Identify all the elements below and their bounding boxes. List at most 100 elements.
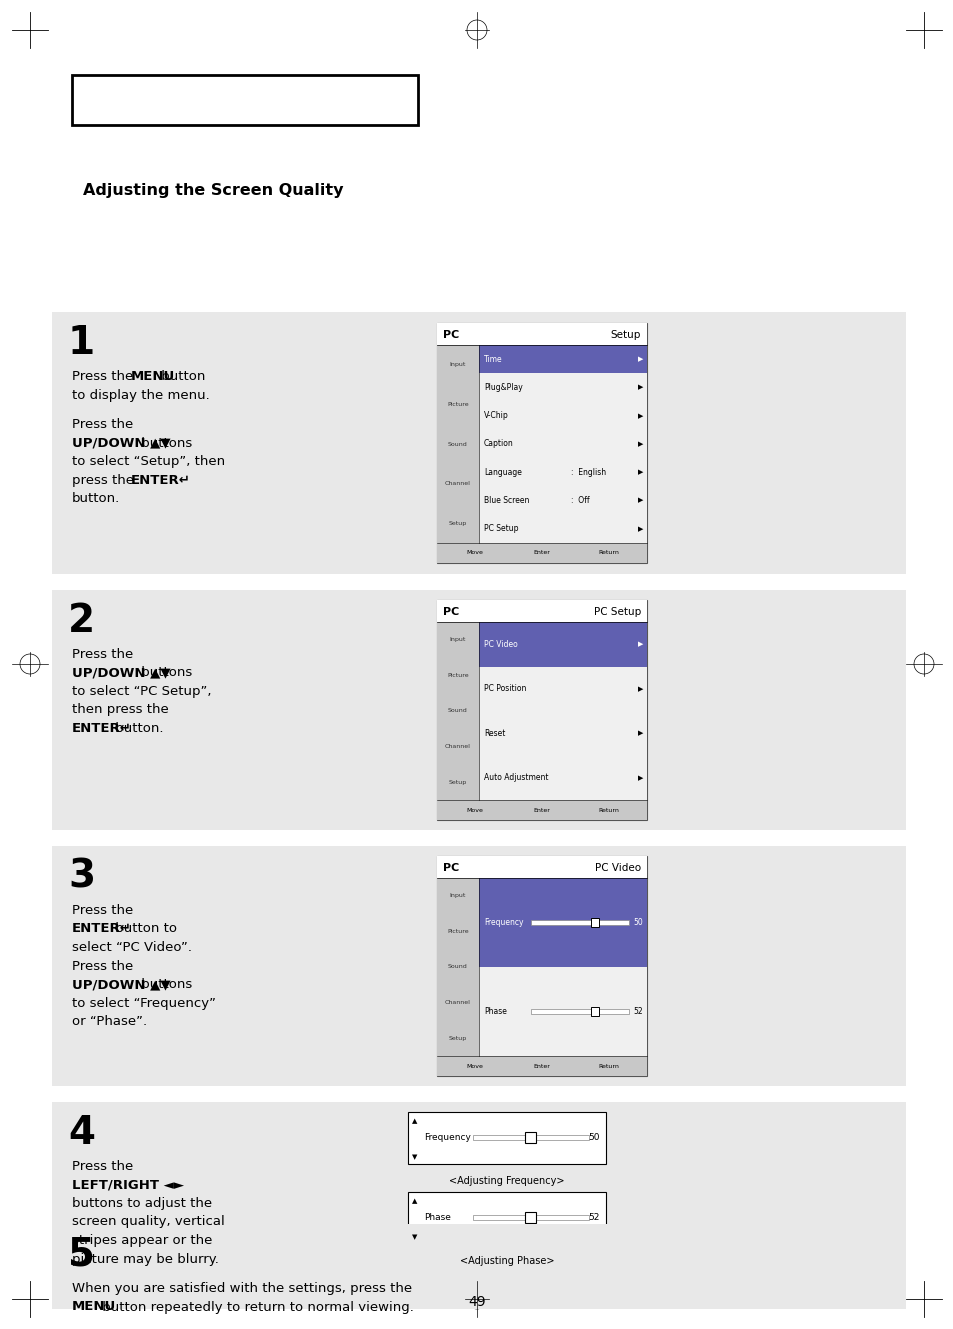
Text: V-Chip: V-Chip bbox=[483, 411, 508, 420]
Text: When you are satisfied with the settings, press the: When you are satisfied with the settings… bbox=[71, 1282, 412, 1294]
Text: Time: Time bbox=[483, 355, 502, 364]
Text: Press the: Press the bbox=[71, 369, 137, 383]
Text: Press the: Press the bbox=[71, 904, 133, 917]
Text: <Adjusting Frequency>: <Adjusting Frequency> bbox=[449, 1176, 564, 1185]
Text: 2: 2 bbox=[68, 602, 95, 641]
Text: to display the menu.: to display the menu. bbox=[71, 388, 210, 401]
Text: Picture: Picture bbox=[447, 672, 468, 678]
Text: MENU: MENU bbox=[71, 1301, 116, 1313]
Text: :  Off: : Off bbox=[571, 496, 589, 505]
Bar bbox=[478, 622, 646, 800]
Text: Sound: Sound bbox=[448, 708, 467, 714]
Text: Move: Move bbox=[466, 808, 483, 812]
Text: ▶: ▶ bbox=[637, 356, 642, 361]
Text: ▶: ▶ bbox=[637, 526, 642, 532]
Bar bbox=[436, 800, 646, 820]
Bar bbox=[436, 878, 478, 1057]
Bar bbox=[478, 346, 646, 544]
Text: Press the: Press the bbox=[71, 1160, 133, 1174]
Text: 3: 3 bbox=[68, 859, 95, 896]
Text: PC Setup: PC Setup bbox=[593, 607, 640, 617]
Text: Setup: Setup bbox=[610, 330, 640, 340]
Text: Plug&Play: Plug&Play bbox=[483, 383, 522, 392]
Bar bbox=[531, 920, 628, 925]
Text: 52: 52 bbox=[588, 1213, 599, 1223]
Bar bbox=[436, 1057, 646, 1076]
Bar bbox=[52, 1224, 905, 1309]
Text: Sound: Sound bbox=[448, 965, 467, 969]
Bar bbox=[473, 1135, 588, 1140]
Text: Press the: Press the bbox=[71, 960, 133, 973]
Text: 50: 50 bbox=[588, 1134, 599, 1143]
Text: Frequency: Frequency bbox=[423, 1134, 471, 1143]
Text: Frequency: Frequency bbox=[483, 918, 523, 928]
Text: ▲: ▲ bbox=[412, 1197, 417, 1204]
Text: 50: 50 bbox=[633, 918, 642, 928]
Bar bbox=[524, 1212, 536, 1223]
Text: ENTER↵: ENTER↵ bbox=[71, 722, 132, 735]
Text: PC Video: PC Video bbox=[595, 863, 640, 873]
Text: then press the: then press the bbox=[71, 703, 169, 716]
Text: Auto Adjustment: Auto Adjustment bbox=[483, 773, 548, 783]
Text: ▶: ▶ bbox=[637, 775, 642, 780]
Bar bbox=[52, 1102, 905, 1297]
Text: <Adjusting Phase>: <Adjusting Phase> bbox=[459, 1256, 554, 1267]
Bar bbox=[52, 590, 905, 831]
Text: Blue Screen: Blue Screen bbox=[483, 496, 529, 505]
Bar bbox=[590, 1006, 598, 1015]
Bar bbox=[478, 346, 646, 373]
Bar bbox=[478, 878, 646, 968]
Text: ▶: ▶ bbox=[637, 642, 642, 647]
Text: Channel: Channel bbox=[445, 1001, 471, 1005]
Text: to select “Setup”, then: to select “Setup”, then bbox=[71, 455, 225, 468]
Text: ▶: ▶ bbox=[637, 469, 642, 476]
Text: UP/DOWN ▲▼: UP/DOWN ▲▼ bbox=[71, 667, 171, 679]
Text: buttons: buttons bbox=[136, 667, 192, 679]
Bar bbox=[71, 74, 417, 125]
Text: button repeatedly to return to normal viewing.: button repeatedly to return to normal vi… bbox=[98, 1301, 414, 1313]
Text: :  English: : English bbox=[571, 468, 606, 477]
Bar bbox=[478, 622, 646, 667]
Text: Picture: Picture bbox=[447, 929, 468, 934]
Bar bbox=[524, 1132, 536, 1143]
Text: Press the: Press the bbox=[71, 419, 133, 431]
Text: Adjusting the Screen Quality: Adjusting the Screen Quality bbox=[83, 183, 343, 198]
Text: Phase: Phase bbox=[423, 1213, 451, 1223]
Text: Language: Language bbox=[483, 468, 521, 477]
Text: Return: Return bbox=[598, 1063, 619, 1069]
Text: Setup: Setup bbox=[449, 780, 467, 784]
Text: ▶: ▶ bbox=[637, 686, 642, 692]
Text: picture may be blurry.: picture may be blurry. bbox=[71, 1252, 218, 1265]
Text: PC Position: PC Position bbox=[483, 684, 526, 694]
Text: ENTER↵: ENTER↵ bbox=[71, 922, 132, 936]
Text: ENTER↵: ENTER↵ bbox=[131, 473, 191, 486]
Text: stripes appear or the: stripes appear or the bbox=[71, 1235, 213, 1247]
Text: UP/DOWN ▲▼: UP/DOWN ▲▼ bbox=[71, 978, 171, 991]
Text: PC: PC bbox=[442, 607, 458, 617]
Bar bbox=[531, 1009, 628, 1014]
Text: 4: 4 bbox=[68, 1114, 95, 1152]
Bar bbox=[436, 599, 646, 622]
Text: select “PC Video”.: select “PC Video”. bbox=[71, 941, 192, 954]
Text: Setup: Setup bbox=[449, 1035, 467, 1041]
Bar bbox=[436, 544, 646, 563]
Text: Move: Move bbox=[466, 550, 483, 556]
Text: button.: button. bbox=[71, 492, 120, 505]
Text: Move: Move bbox=[466, 1063, 483, 1069]
Text: 52: 52 bbox=[633, 1007, 642, 1015]
Bar bbox=[436, 622, 478, 800]
Text: Enter: Enter bbox=[533, 550, 550, 556]
Text: Picture: Picture bbox=[447, 401, 468, 407]
Text: 5: 5 bbox=[68, 1236, 95, 1275]
Bar bbox=[52, 312, 905, 574]
Text: Phase: Phase bbox=[483, 1007, 506, 1015]
Text: Caption: Caption bbox=[483, 440, 514, 448]
Text: buttons: buttons bbox=[136, 437, 192, 449]
Text: Input: Input bbox=[450, 893, 466, 898]
Text: button.: button. bbox=[111, 722, 163, 735]
Text: screen quality, vertical: screen quality, vertical bbox=[71, 1216, 225, 1228]
Text: Sound: Sound bbox=[448, 441, 467, 447]
Bar bbox=[52, 847, 905, 1086]
Text: Input: Input bbox=[450, 363, 466, 367]
Text: Setup: Setup bbox=[449, 521, 467, 526]
